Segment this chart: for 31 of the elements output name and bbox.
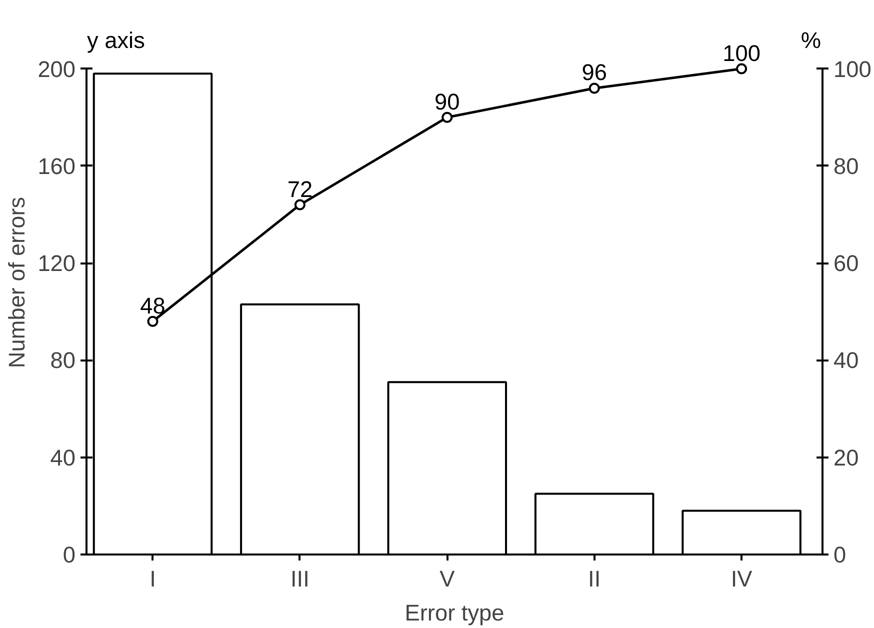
y2-tick-label: 80 bbox=[834, 152, 859, 179]
y-tick-label: 0 bbox=[62, 542, 76, 568]
data-label: 100 bbox=[722, 40, 760, 66]
data-label: 72 bbox=[287, 176, 313, 202]
y2-tick-label: 20 bbox=[834, 444, 859, 470]
y2-tick-label: 100 bbox=[834, 56, 872, 82]
point bbox=[442, 112, 453, 123]
x-tick-label: II bbox=[588, 566, 601, 592]
x-tick-label: V bbox=[440, 566, 456, 592]
y-tick-label: 120 bbox=[38, 250, 76, 276]
point bbox=[588, 82, 600, 94]
data-label: 96 bbox=[582, 59, 607, 86]
y-tick-label: 160 bbox=[38, 152, 76, 179]
x-tick-label: III bbox=[290, 566, 310, 592]
y2-tick-label: 0 bbox=[834, 542, 846, 568]
x-axis-title: Error type bbox=[404, 600, 504, 626]
point bbox=[147, 316, 158, 327]
y2-axis-title: % bbox=[800, 26, 822, 53]
y-axis-title: Number of errors bbox=[4, 196, 30, 368]
y-tick-label: 80 bbox=[50, 347, 76, 374]
y-tick-label: 40 bbox=[50, 444, 76, 470]
text: y axis bbox=[86, 26, 145, 53]
point bbox=[736, 63, 748, 74]
x-tick-label: IV bbox=[730, 566, 754, 592]
data-label: 90 bbox=[434, 88, 460, 114]
x-tick-label: I bbox=[150, 566, 156, 592]
data-label: 48 bbox=[140, 292, 166, 318]
y2-tick-label: 40 bbox=[834, 347, 859, 374]
y2-tick-label: 60 bbox=[834, 250, 859, 276]
point bbox=[294, 199, 306, 210]
y-tick-label: 200 bbox=[38, 56, 76, 82]
